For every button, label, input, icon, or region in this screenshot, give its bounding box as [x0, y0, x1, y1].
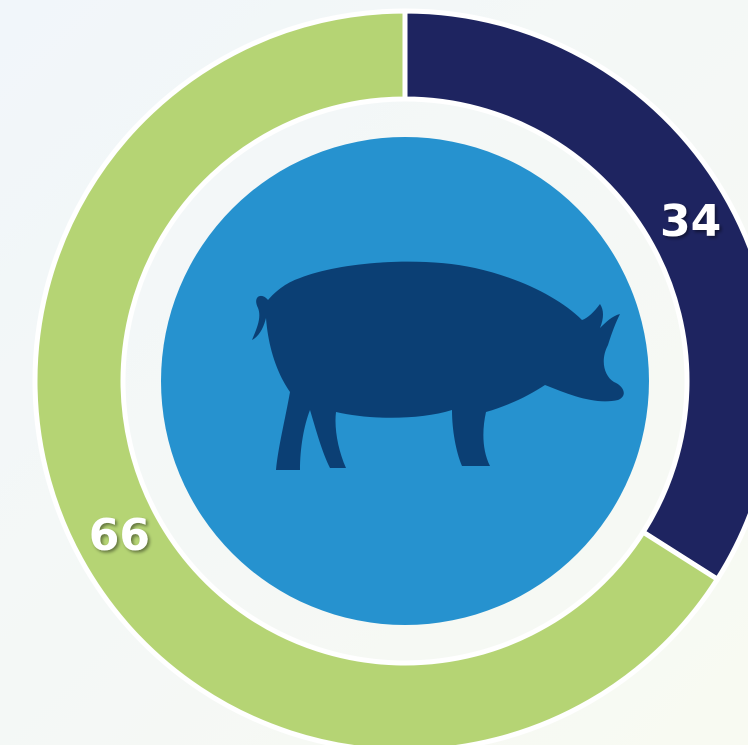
donut-segment	[32, 8, 721, 745]
data-label: 34	[660, 196, 721, 247]
donut-segment	[402, 8, 748, 583]
data-label: 66	[89, 510, 150, 561]
segments	[32, 8, 748, 745]
pig-icon	[252, 261, 624, 470]
labels: 34 66	[89, 196, 722, 561]
